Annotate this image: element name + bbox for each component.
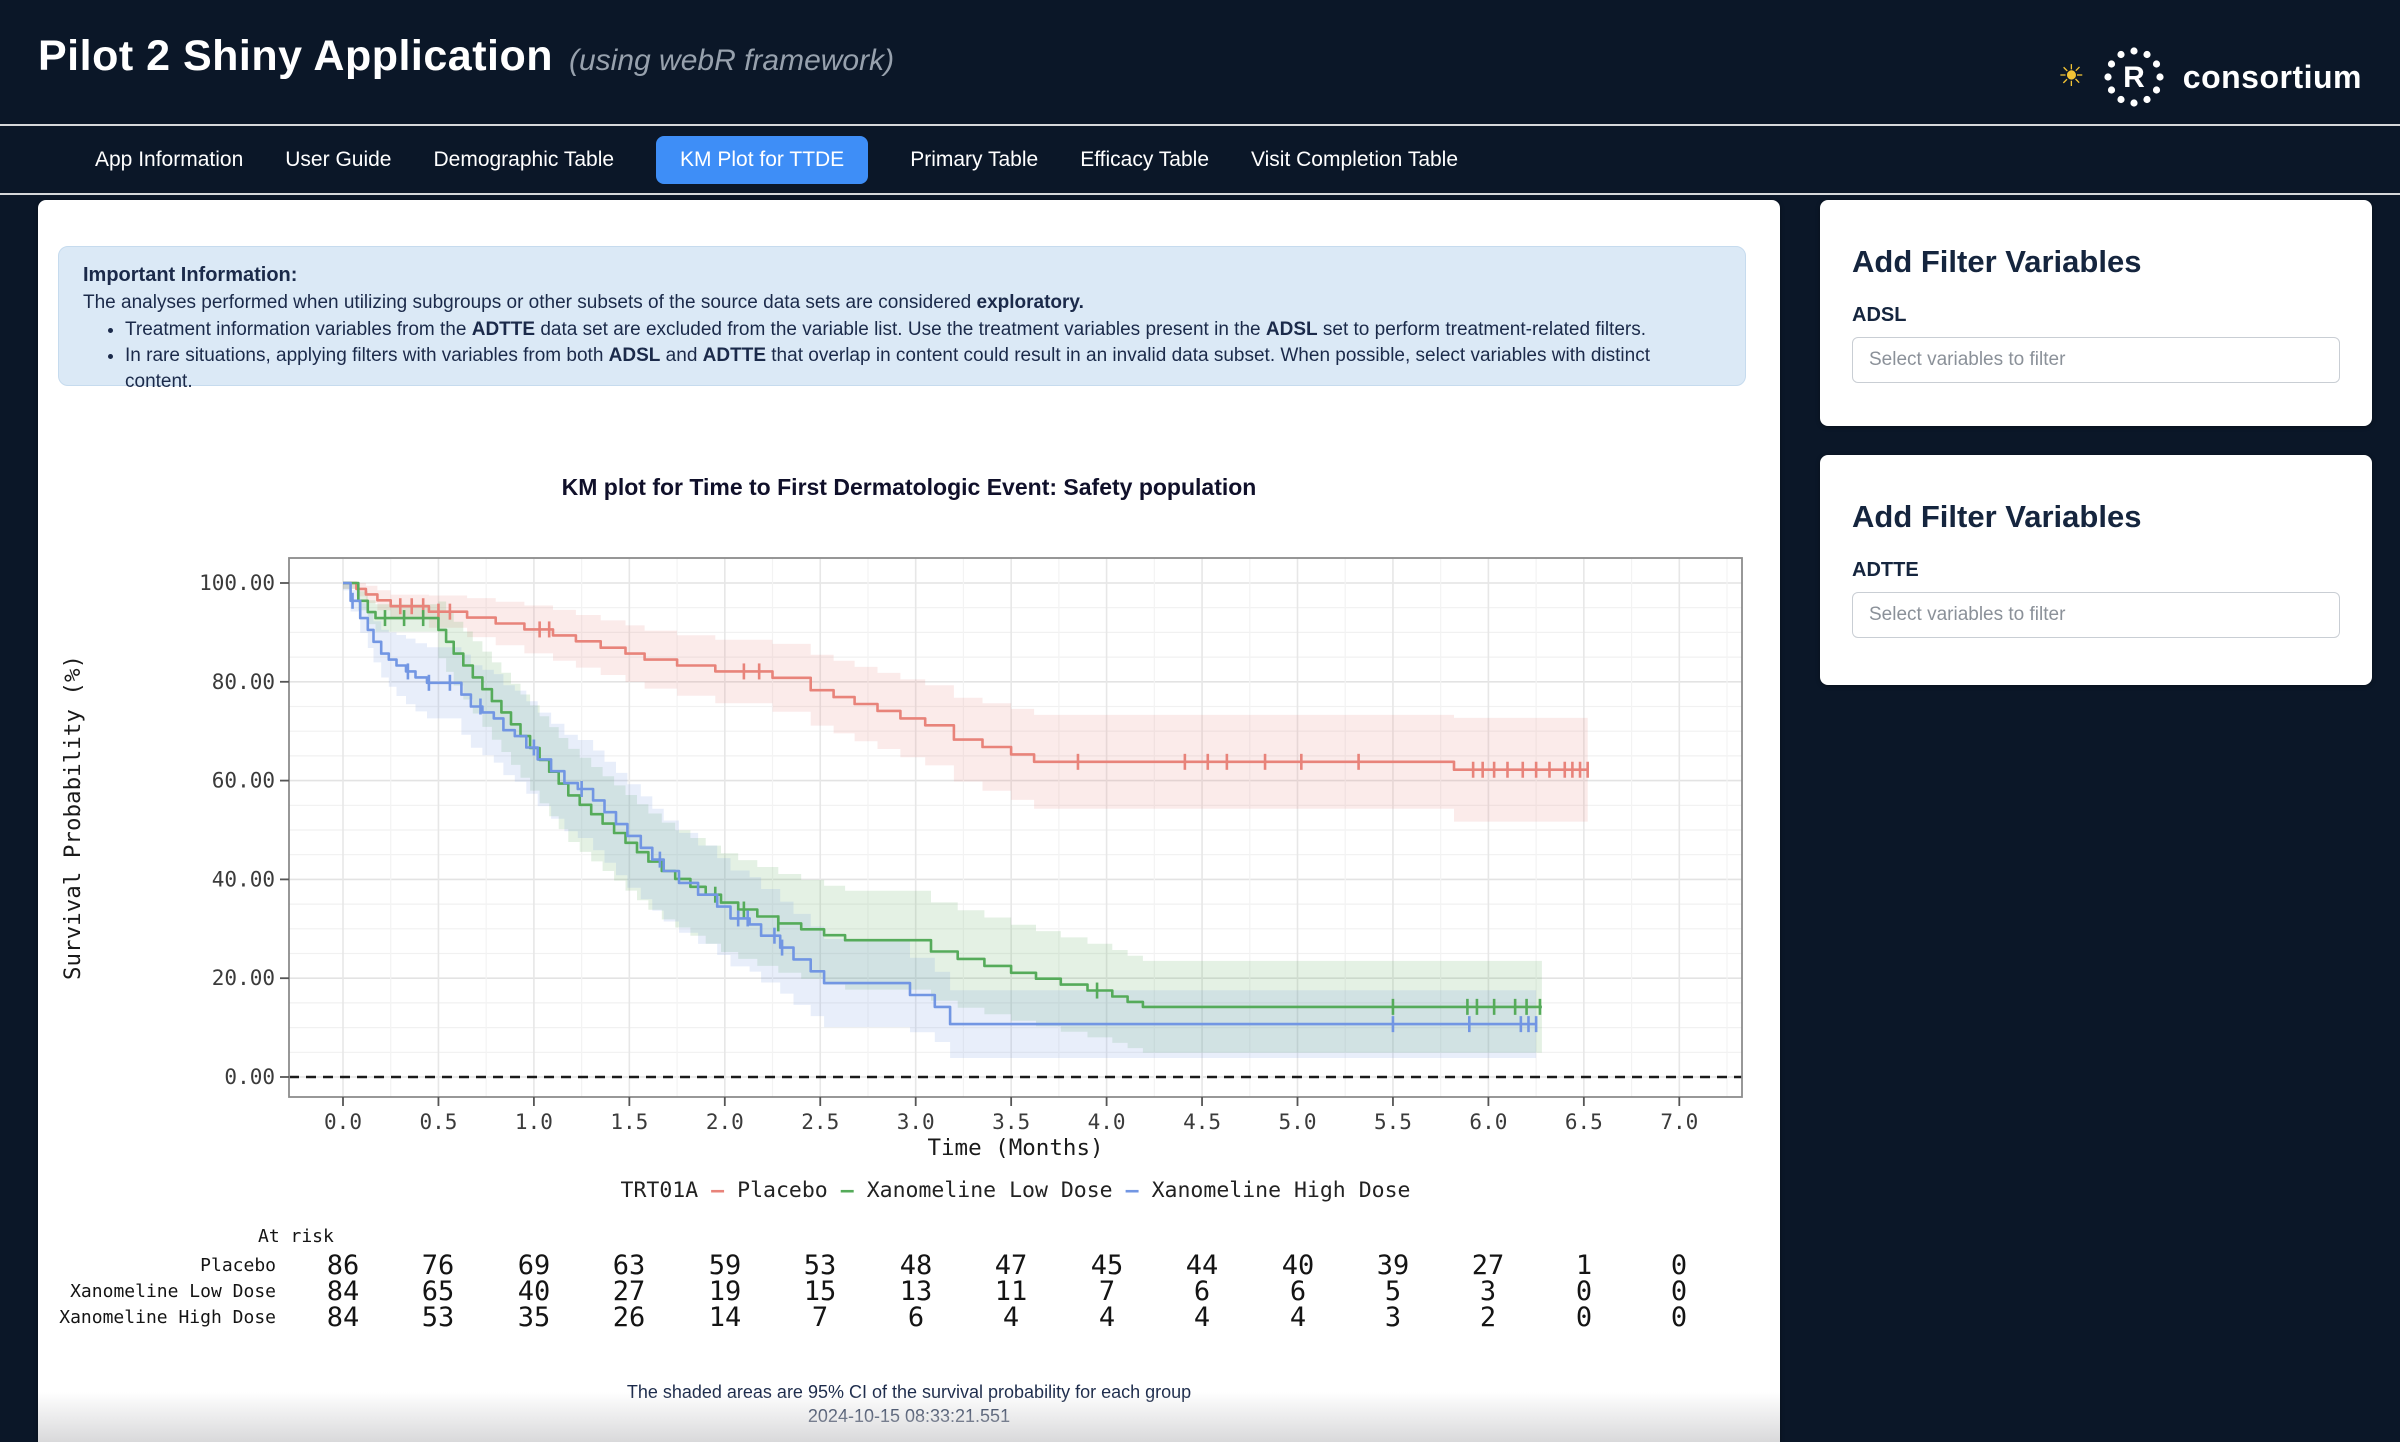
app-subtitle: (using webR framework) (569, 44, 895, 77)
r-logo-icon: R (2104, 47, 2164, 107)
at-risk-value: 86 (326, 1250, 360, 1281)
at-risk-value: 6 (907, 1302, 925, 1333)
at-risk-row-label-placebo: Placebo (200, 1255, 276, 1276)
filter-heading-adsl: Add Filter Variables (1852, 244, 2142, 279)
at-risk-value: 4 (1098, 1302, 1116, 1333)
at-risk-value: 0 (1575, 1276, 1593, 1307)
sun-icon: ☀ (2057, 60, 2085, 93)
plot-title: KM plot for Time to First Dermatologic E… (561, 474, 1257, 500)
at-risk-value: 84 (326, 1302, 360, 1333)
at-risk-value: 45 (1090, 1250, 1124, 1281)
at-risk-value: 4 (1289, 1302, 1307, 1333)
at-risk-value: 3 (1384, 1302, 1402, 1333)
consortium-wordmark: consortium (2182, 58, 2362, 95)
at-risk-value: 0 (1670, 1250, 1688, 1281)
at-risk-value: 35 (517, 1302, 551, 1333)
at-risk-value: 63 (612, 1250, 646, 1281)
filter-select-input-adsl[interactable] (1852, 337, 2340, 383)
at-risk-value: 39 (1376, 1250, 1410, 1281)
tab-km-plot-for-ttde[interactable]: KM Plot for TTDE (656, 135, 869, 184)
plot-legend: TRT01A — Placebo — Xanomeline Low Dose — Xanom… (289, 1178, 1742, 1203)
legend-swatch-xanomeline-high-dose: — (1125, 1178, 1139, 1203)
legend-label-placebo: Placebo (737, 1178, 828, 1203)
at-risk-label: At risk (258, 1226, 334, 1247)
filter-card-adsl: Add Filter Variables ADSL (1820, 200, 2372, 426)
plot-footnote: The shaded areas are 95% CI of the survi… (626, 1382, 1192, 1402)
legend-label-xanomeline-low-dose: Xanomeline Low Dose (866, 1178, 1113, 1203)
info-bullet-2: In rare situations, applying filters wit… (125, 343, 1721, 395)
tab-app-information[interactable]: App Information (95, 147, 244, 171)
at-risk-value: 27 (612, 1276, 646, 1307)
at-risk-value: 6 (1193, 1276, 1211, 1307)
nav-tabs: App Information User Guide Demographic Tab… (95, 126, 1458, 193)
at-risk-row-label-xanomeline-high-dose: Xanomeline High Dose (59, 1307, 276, 1328)
filter-heading-adtte: Add Filter Variables (1852, 499, 2142, 534)
nav-divider-top (0, 124, 2400, 126)
legend-title: TRT01A (620, 1178, 699, 1203)
at-risk-value: 27 (1471, 1250, 1505, 1281)
filter-dataset-label-adtte: ADTTE (1852, 559, 1919, 581)
at-risk-value: 1 (1575, 1250, 1593, 1281)
app-title: Pilot 2 Shiny Application (38, 32, 553, 80)
at-risk-value: 2 (1479, 1302, 1497, 1333)
at-risk-value: 53 (803, 1250, 837, 1281)
at-risk-value: 7 (811, 1302, 829, 1333)
at-risk-value: 40 (517, 1276, 551, 1307)
at-risk-value: 4 (1193, 1302, 1211, 1333)
important-information-box: Important Information: The analyses perf… (58, 246, 1746, 392)
app-header: Pilot 2 Shiny Application (using webR fra… (38, 32, 894, 81)
at-risk-value: 15 (803, 1276, 837, 1307)
at-risk-value: 59 (708, 1250, 742, 1281)
tab-visit-completion-table[interactable]: Visit Completion Table (1251, 147, 1459, 171)
at-risk-value: 11 (994, 1276, 1028, 1307)
info-intro: The analyses performed when utilizing su… (83, 292, 1084, 313)
at-risk-value: 6 (1289, 1276, 1307, 1307)
at-risk-value: 65 (421, 1276, 455, 1307)
at-risk-value: 5 (1384, 1276, 1402, 1307)
at-risk-value: 0 (1575, 1302, 1593, 1333)
at-risk-value: 4 (1002, 1302, 1020, 1333)
legend-swatch-placebo: — (711, 1178, 725, 1203)
at-risk-value: 7 (1098, 1276, 1116, 1307)
filter-select-input-adtte[interactable] (1852, 592, 2340, 638)
at-risk-value: 40 (1281, 1250, 1315, 1281)
r-consortium-logo: ☀ R consortium (2058, 44, 2362, 110)
at-risk-value: 84 (326, 1276, 360, 1307)
info-bullet-1: Treatment information variables from the… (125, 317, 1721, 343)
plot-timestamp: 2024-10-15 08:33:21.551 (807, 1406, 1011, 1426)
tab-user-guide[interactable]: User Guide (285, 147, 392, 171)
at-risk-value: 48 (899, 1250, 933, 1281)
legend-swatch-xanomeline-low-dose: — (840, 1178, 854, 1203)
at-risk-value: 69 (517, 1250, 551, 1281)
at-risk-value: 0 (1670, 1302, 1688, 1333)
at-risk-value: 44 (1185, 1250, 1219, 1281)
at-risk-value: 26 (612, 1302, 646, 1333)
tab-primary-table[interactable]: Primary Table (910, 147, 1039, 171)
r-logo-letter: R (2123, 61, 2145, 94)
at-risk-value: 76 (421, 1250, 455, 1281)
at-risk-value: 53 (421, 1302, 455, 1333)
filter-card-adtte: Add Filter Variables ADTTE (1820, 455, 2372, 685)
at-risk-value: 47 (994, 1250, 1028, 1281)
tab-demographic-table[interactable]: Demographic Table (433, 147, 615, 171)
nav-divider-bottom (0, 193, 2400, 195)
info-title: Important Information: (83, 264, 298, 286)
at-risk-value: 13 (899, 1276, 933, 1307)
at-risk-value: 3 (1479, 1276, 1497, 1307)
at-risk-value: 14 (708, 1302, 742, 1333)
legend-label-xanomeline-high-dose: Xanomeline High Dose (1151, 1178, 1411, 1203)
at-risk-value: 19 (708, 1276, 742, 1307)
at-risk-value: 0 (1670, 1276, 1688, 1307)
filter-dataset-label-adsl: ADSL (1852, 304, 1907, 326)
at-risk-row-label-xanomeline-low-dose: Xanomeline Low Dose (70, 1281, 276, 1302)
tab-efficacy-table[interactable]: Efficacy Table (1080, 147, 1210, 171)
info-bullets: Treatment information variables from the… (83, 317, 1721, 395)
